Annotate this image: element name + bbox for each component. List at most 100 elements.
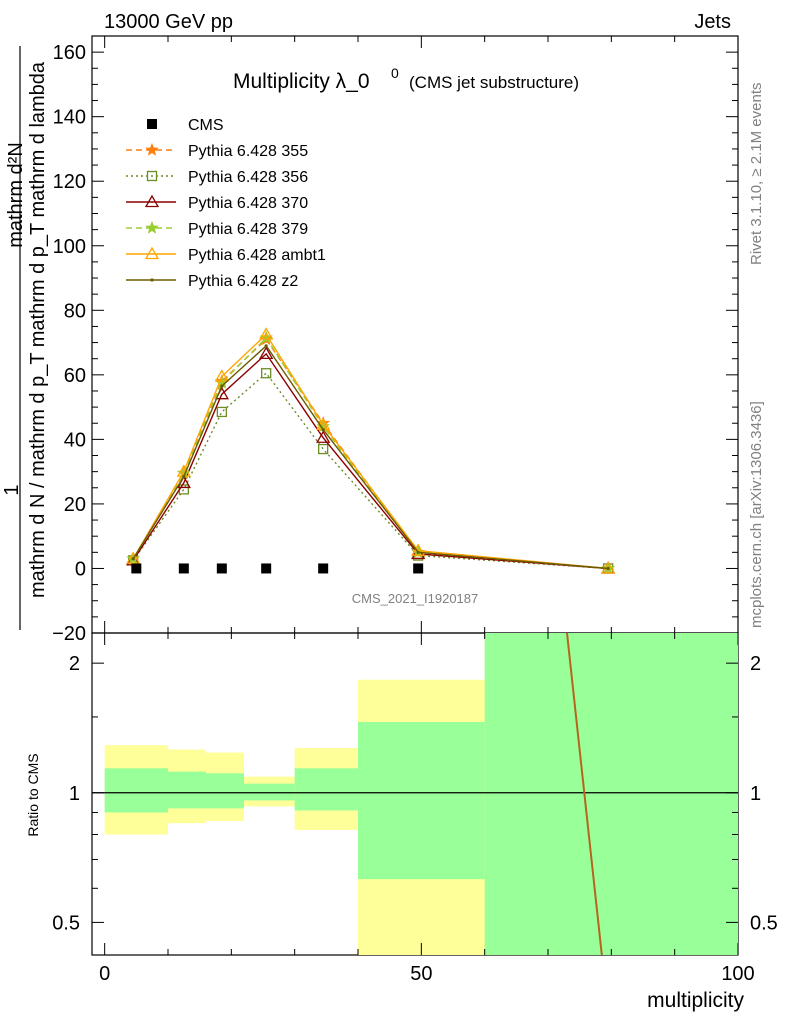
legend-marker xyxy=(146,170,158,182)
ratio-y-tick-label-right: 2 xyxy=(750,653,761,675)
series-line xyxy=(132,352,609,570)
series-point xyxy=(259,327,274,340)
rivet-label: Rivet 3.1.10, ≥ 2.1M events xyxy=(748,83,765,266)
series-ambt1 xyxy=(126,327,616,574)
series-point xyxy=(606,566,610,571)
series-point xyxy=(261,368,272,379)
series-point xyxy=(411,543,426,556)
series-point xyxy=(264,344,268,348)
series-line xyxy=(132,372,609,570)
legend-label: Pythia 6.428 370 xyxy=(188,195,308,212)
header-left: 13000 GeV pp xyxy=(104,11,233,33)
legend: CMS Pythia 6.428 355 Pythia 6.428 356 Pythi… xyxy=(126,117,326,290)
ylabel-d2n: mathrm d²N xyxy=(5,142,27,248)
legend-marker xyxy=(144,246,160,260)
series-point xyxy=(126,551,141,564)
series-point xyxy=(182,474,186,479)
legend-marker-cms xyxy=(147,119,157,129)
series-layer xyxy=(126,327,616,575)
series-p370 xyxy=(126,346,616,574)
main-y-axis-label: 1 mathrm d N / mathrm d p_T mathrm d p_T… xyxy=(1,46,49,630)
ratio-inner-band xyxy=(244,783,295,801)
ratio-y-tick-label: 1 xyxy=(69,783,80,805)
watermark: CMS_2021_I1920187 xyxy=(352,591,479,606)
legend-label: Pythia 6.428 379 xyxy=(188,221,308,238)
ratio-y-axis-label: Ratio to CMS xyxy=(25,753,41,836)
series-line xyxy=(132,336,609,570)
legend-marker xyxy=(145,220,159,234)
legend-entry: CMS xyxy=(147,117,224,134)
ratio-axis-ticks: 0.5 0.5 1 1 2 2 0 50 100 xyxy=(52,633,778,985)
legend-marker xyxy=(150,278,154,282)
series-point xyxy=(259,346,274,360)
ylabel-numerator: 1 xyxy=(1,484,23,495)
legend-label: Pythia 6.428 356 xyxy=(188,169,308,186)
series-line xyxy=(132,344,609,570)
series-line xyxy=(132,338,609,570)
legend-label: Pythia 6.428 ambt1 xyxy=(188,247,326,264)
cms-data-point xyxy=(178,563,189,574)
series-point xyxy=(214,369,229,382)
legend-label: Pythia 6.428 355 xyxy=(188,143,308,160)
legend-entry: Pythia 6.428 356 xyxy=(126,169,308,186)
y-tick-label: 60 xyxy=(64,365,86,387)
legend-marker xyxy=(144,194,160,208)
series-point xyxy=(131,557,135,561)
series-point xyxy=(416,550,420,554)
title-sub: (CMS jet substructure) xyxy=(409,73,579,92)
series-p356 xyxy=(128,368,614,574)
ratio-y-tick-label-right: 0.5 xyxy=(750,912,778,934)
ratio-y-tick-label: 0.5 xyxy=(52,912,80,934)
ratio-inner-band xyxy=(484,633,738,955)
ratio-y-tick-label: 2 xyxy=(69,653,80,675)
cms-data-point xyxy=(216,563,227,574)
y-tick-label: 40 xyxy=(64,429,86,451)
cms-data-layer xyxy=(131,563,424,574)
ratio-mc-line xyxy=(566,632,603,956)
x-tick-label: 100 xyxy=(721,963,754,985)
title-sup: 0 xyxy=(391,65,399,81)
header-right: Jets xyxy=(694,11,731,33)
y-tick-label: 140 xyxy=(53,107,86,129)
y-tick-label: 120 xyxy=(53,171,86,193)
ratio-inner-band xyxy=(206,773,244,809)
legend-marker xyxy=(145,142,159,156)
y-tick-label: −20 xyxy=(52,623,86,645)
legend-label: Pythia 6.428 z2 xyxy=(188,273,298,290)
series-point xyxy=(318,443,329,455)
x-tick-label: 0 xyxy=(99,963,110,985)
ratio-bands xyxy=(92,632,738,956)
legend-entry: Pythia 6.428 370 xyxy=(126,194,308,212)
ylabel-denominator: mathrm d N / mathrm d p_T mathrm d p_T m… xyxy=(27,61,49,598)
x-tick-label: 50 xyxy=(410,963,432,985)
mcplots-label: mcplots.cern.ch [arXiv:1306.3436] xyxy=(748,401,765,628)
series-point xyxy=(321,428,325,432)
legend-entry: Pythia 6.428 z2 xyxy=(126,273,298,290)
legend-label: CMS xyxy=(188,117,224,134)
series-point xyxy=(220,384,224,388)
series-point xyxy=(216,406,227,418)
cms-data-point xyxy=(131,563,142,574)
x-axis-label: multiplicity xyxy=(647,989,744,1012)
y-tick-label: 80 xyxy=(64,300,86,322)
y-tick-label: 160 xyxy=(53,42,86,64)
cms-data-point xyxy=(261,563,272,574)
series-p379 xyxy=(126,330,615,575)
y-tick-label: 100 xyxy=(53,236,86,258)
ratio-y-tick-label-right: 1 xyxy=(750,783,761,805)
ratio-inner-band xyxy=(168,771,206,809)
ratio-inner-band xyxy=(294,768,358,811)
series-point xyxy=(178,484,189,495)
series-line xyxy=(132,333,609,570)
cms-data-point xyxy=(318,563,329,574)
y-tick-label: 20 xyxy=(64,494,86,516)
series-p355 xyxy=(126,332,615,575)
series-z2 xyxy=(131,344,610,571)
ratio-inner-band xyxy=(358,722,485,880)
y-tick-label: 0 xyxy=(75,558,86,580)
series-point xyxy=(316,430,331,443)
legend-entry: Pythia 6.428 ambt1 xyxy=(126,246,326,264)
plot-title: Multiplicity λ_0 0 (CMS jet substructure… xyxy=(233,65,579,93)
main-axis-ticks: −20 0 20 40 60 80 100 120 140 160 xyxy=(52,35,739,645)
